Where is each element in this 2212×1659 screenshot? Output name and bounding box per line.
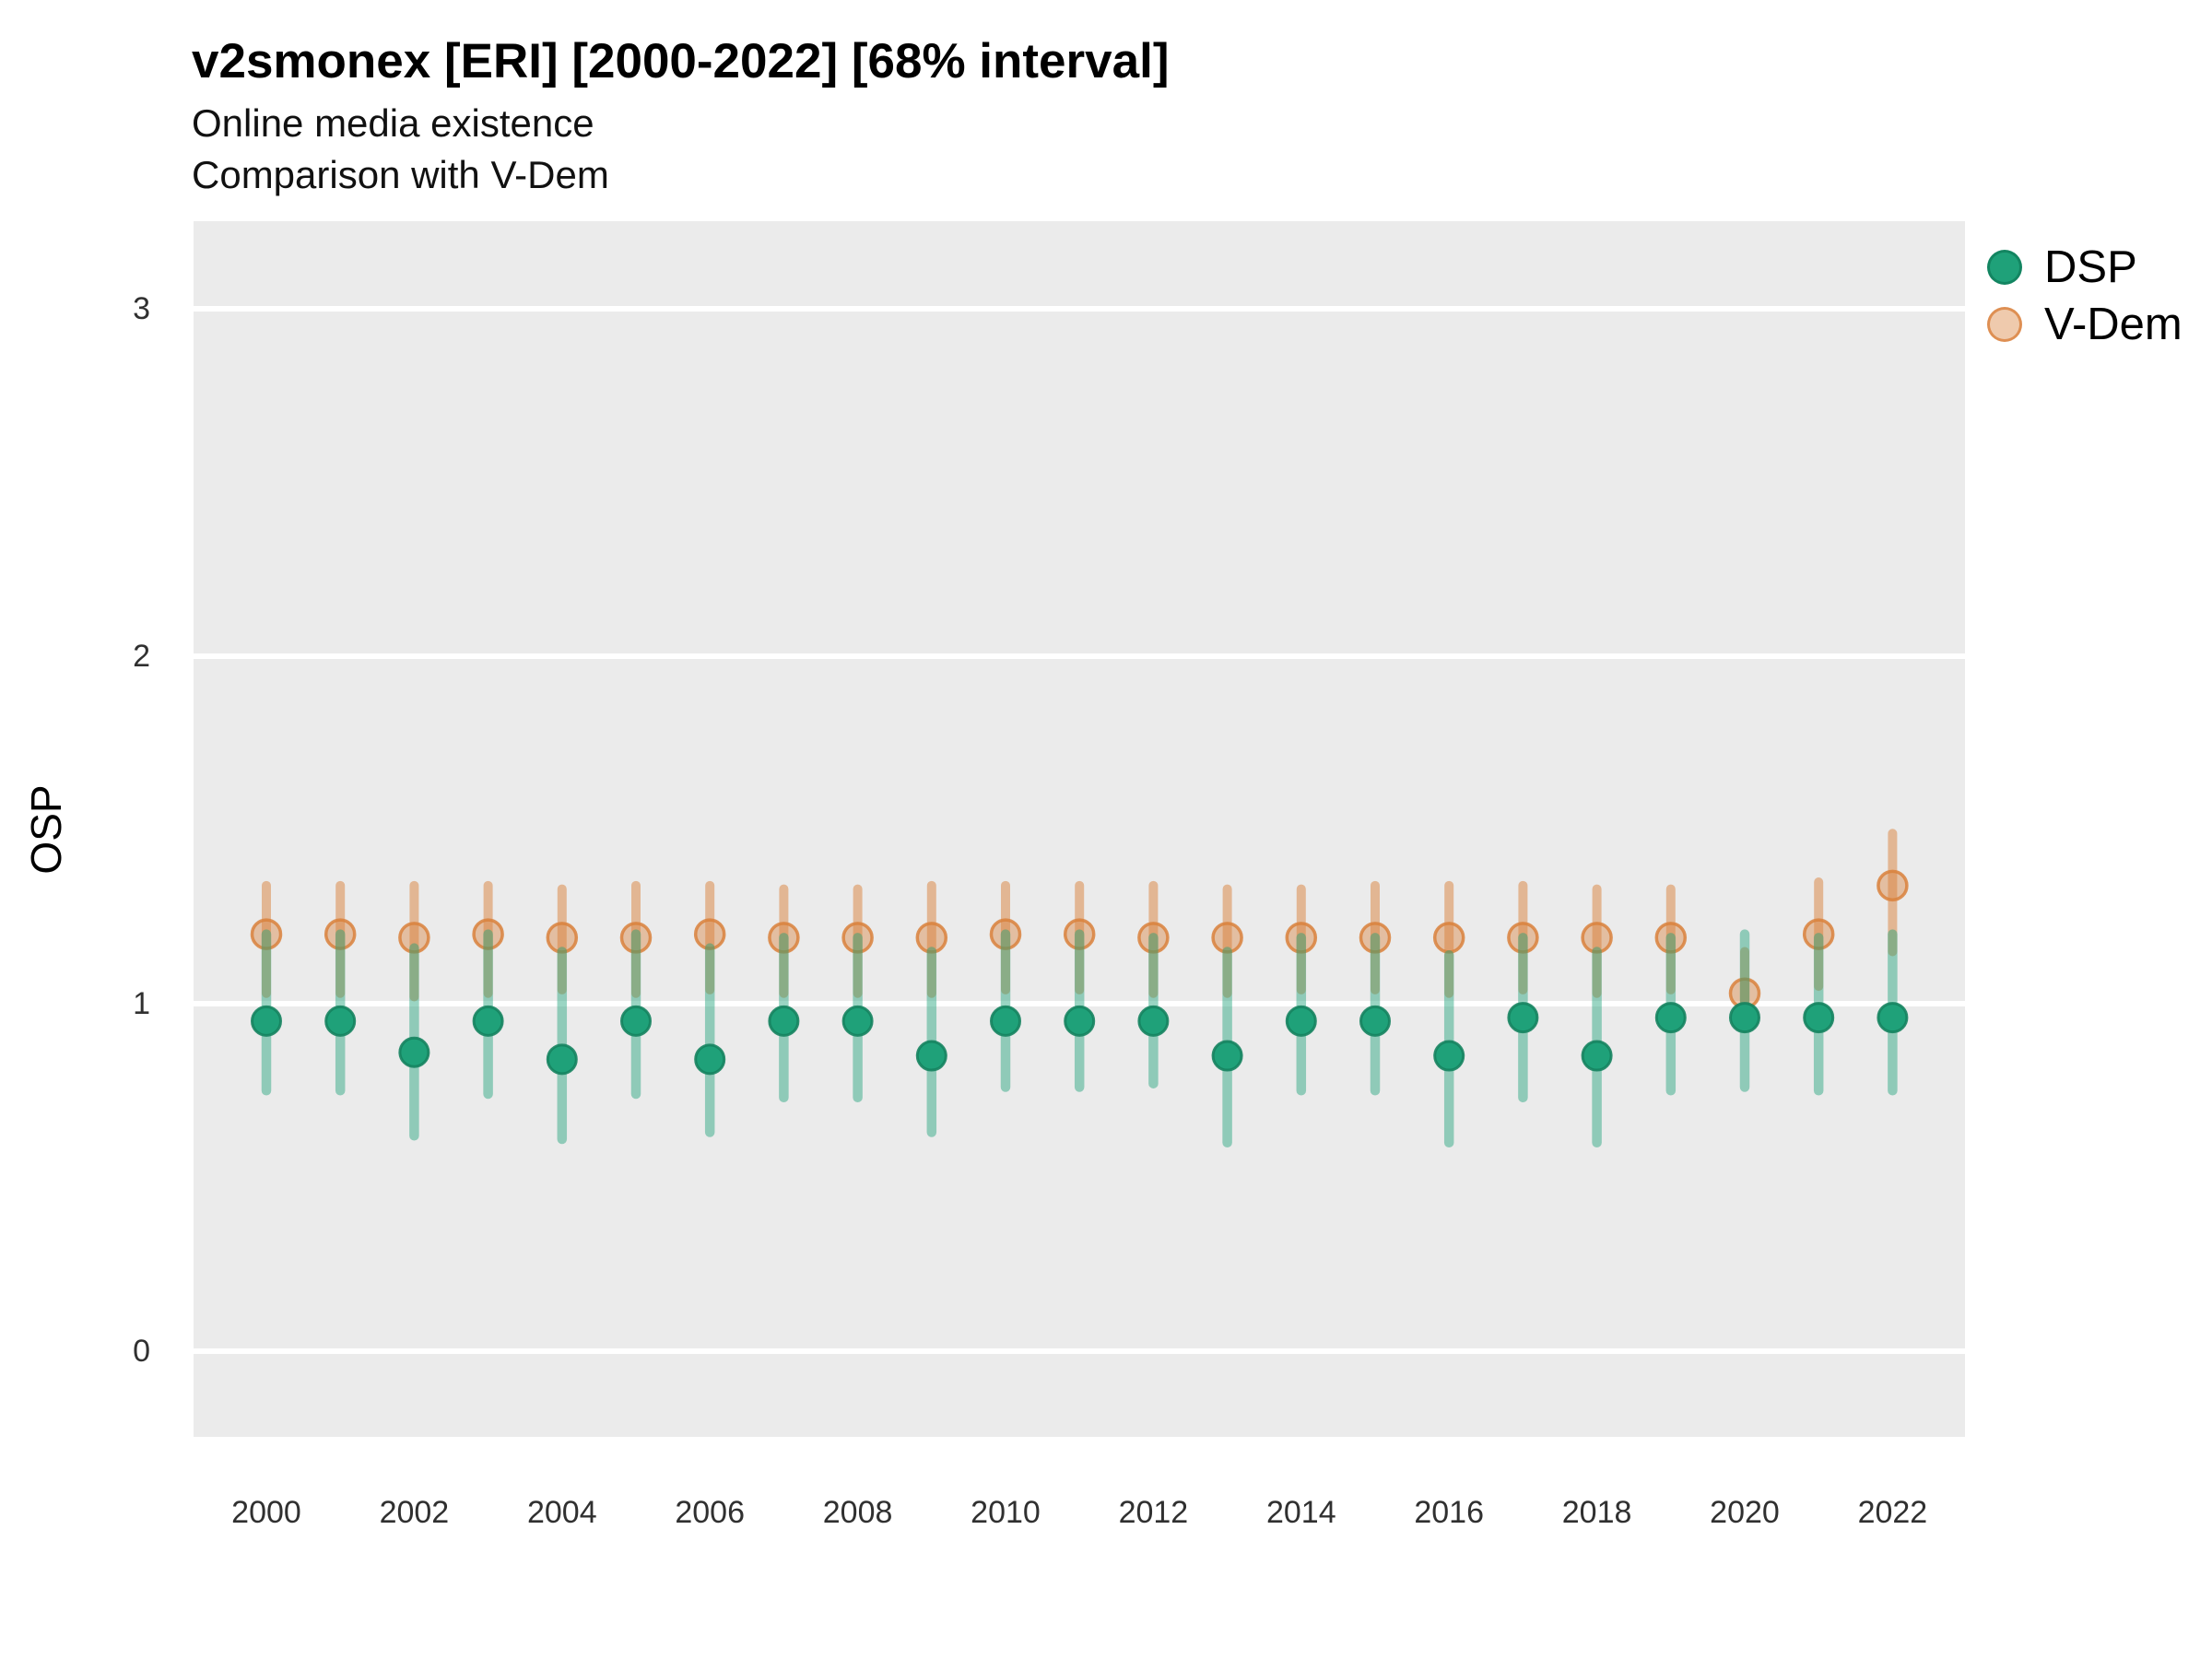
vdem-point-2002	[398, 922, 430, 954]
dsp-point-2003	[472, 1005, 504, 1037]
chart-title: v2smonex [ERI] [2000-2022] [68% interval…	[192, 34, 1170, 88]
dsp-point-2005	[620, 1005, 652, 1037]
vdem-point-2019	[1654, 922, 1688, 954]
vdem-point-2012	[1137, 922, 1170, 954]
legend-item-dsp: DSP	[1987, 242, 2183, 292]
plot-panel	[194, 221, 1965, 1437]
dsp-marker-icon	[1987, 250, 2022, 285]
dsp-point-2000	[251, 1005, 282, 1037]
vdem-point-2015	[1359, 922, 1392, 954]
dsp-point-2011	[1064, 1005, 1096, 1037]
dsp-point-2017	[1507, 1002, 1539, 1034]
x-tick-label-2000: 2000	[231, 1495, 301, 1530]
vdem-point-2010	[989, 918, 1022, 950]
dsp-point-2010	[990, 1005, 1021, 1037]
y-tick-label-2: 2	[133, 639, 150, 674]
dsp-point-2018	[1581, 1040, 1613, 1072]
y-tick-label-1: 1	[133, 986, 150, 1021]
pointrange-plot	[194, 221, 1965, 1437]
vdem-point-2001	[324, 918, 357, 950]
vdem-point-2011	[1063, 918, 1096, 950]
vdem-point-2021	[1802, 918, 1835, 950]
legend-item-vdem: V-Dem	[1987, 300, 2183, 349]
vdem-point-2008	[841, 922, 874, 954]
x-tick-label-2002: 2002	[379, 1495, 450, 1530]
vdem-marker-icon	[1987, 307, 2022, 342]
x-tick-label-2012: 2012	[1118, 1495, 1189, 1530]
vdem-point-2017	[1507, 922, 1539, 954]
dsp-point-2016	[1433, 1040, 1465, 1072]
vdem-point-2006	[693, 918, 726, 950]
dsp-point-2021	[1803, 1002, 1835, 1034]
dsp-point-2001	[324, 1005, 357, 1037]
x-tick-label-2018: 2018	[1561, 1495, 1632, 1530]
dsp-point-2015	[1359, 1005, 1391, 1037]
vdem-point-2007	[768, 922, 800, 954]
x-tick-label-2022: 2022	[1857, 1495, 1928, 1530]
dsp-point-2007	[768, 1005, 800, 1037]
dsp-point-2004	[546, 1043, 578, 1076]
x-tick-label-2006: 2006	[675, 1495, 745, 1530]
dsp-point-2002	[398, 1036, 430, 1068]
vdem-point-2000	[250, 918, 283, 950]
dsp-point-2022	[1877, 1002, 1909, 1034]
vdem-point-2003	[472, 918, 504, 950]
panel-background	[194, 221, 1965, 1437]
dsp-point-2008	[841, 1005, 874, 1037]
vdem-point-2009	[915, 922, 948, 954]
x-tick-label-2020: 2020	[1710, 1495, 1780, 1530]
x-tick-label-2004: 2004	[526, 1495, 597, 1530]
chart-subtitle: Online media existence	[192, 101, 594, 145]
legend-label-vdem: V-Dem	[2044, 300, 2183, 349]
vdem-point-2022	[1877, 869, 1909, 902]
vdem-point-2004	[546, 922, 579, 954]
vdem-point-2016	[1432, 922, 1465, 954]
dsp-point-2006	[694, 1043, 726, 1076]
dsp-point-2019	[1654, 1002, 1687, 1034]
x-tick-label-2010: 2010	[971, 1495, 1041, 1530]
x-tick-label-2016: 2016	[1414, 1495, 1484, 1530]
vdem-point-2018	[1581, 922, 1613, 954]
x-tick-label-2014: 2014	[1265, 1495, 1336, 1530]
dsp-point-2013	[1211, 1040, 1243, 1072]
vdem-point-2013	[1211, 922, 1243, 954]
dsp-point-2009	[915, 1040, 947, 1072]
x-tick-label-2008: 2008	[822, 1495, 893, 1530]
chart-subtitle-comparison: Comparison with V-Dem	[192, 153, 609, 196]
y-tick-label-3: 3	[133, 291, 150, 326]
dsp-point-2014	[1285, 1005, 1317, 1037]
y-axis-title: OSP	[22, 784, 70, 875]
vdem-point-2014	[1285, 922, 1318, 954]
vdem-point-2005	[619, 922, 653, 954]
legend-label-dsp: DSP	[2044, 242, 2137, 292]
y-tick-label-0: 0	[133, 1334, 150, 1369]
dsp-point-2012	[1137, 1005, 1170, 1037]
legend: DSP V-Dem	[1987, 242, 2183, 349]
dsp-point-2020	[1729, 1002, 1760, 1034]
